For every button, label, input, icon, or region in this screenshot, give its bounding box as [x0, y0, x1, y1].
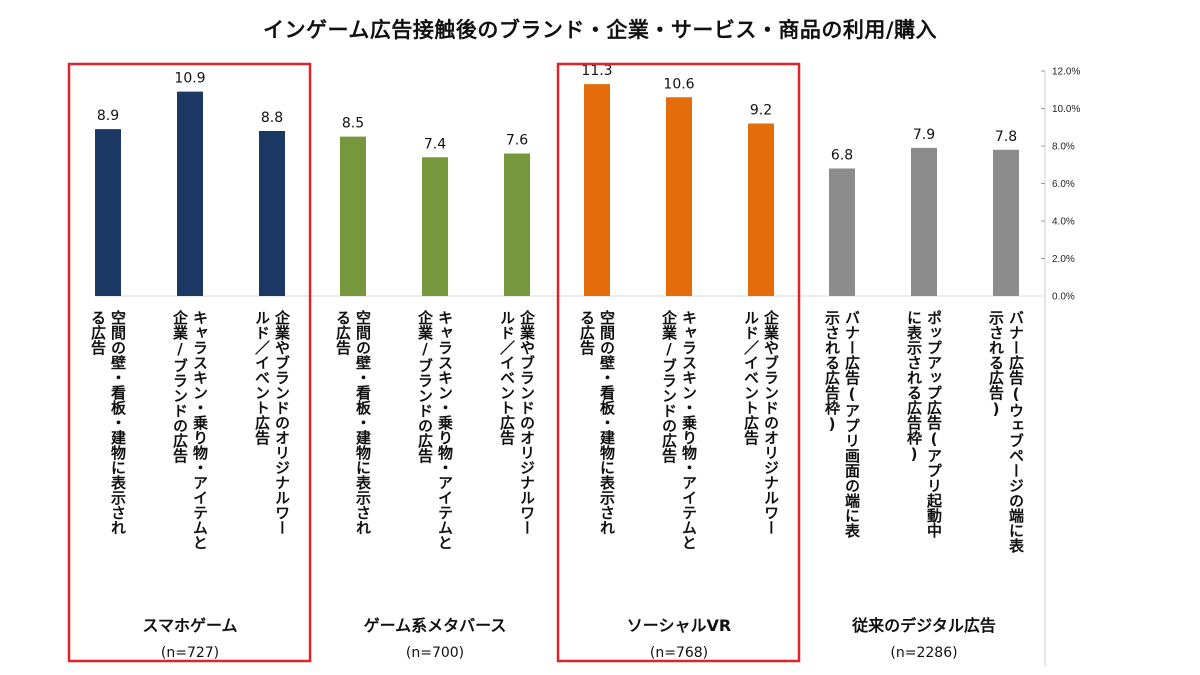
group-label: ゲーム系メタバース: [364, 616, 507, 635]
bar: [748, 123, 774, 296]
bar-value-label: 10.9: [174, 71, 205, 87]
category-label: バナー広告(アプリ画面の端に表: [843, 310, 861, 539]
category-label: 企業/ブランドの広告: [171, 309, 189, 464]
bar-value-label: 7.8: [995, 129, 1017, 145]
y-tick-label: 0.0%: [1052, 292, 1075, 303]
bar: [911, 147, 937, 296]
category-label: キャラスキン・乗り物・アイテムと: [191, 310, 209, 550]
y-tick-label: 4.0%: [1052, 217, 1075, 228]
category-label: ルド／イベント広告: [498, 310, 516, 446]
bar: [584, 84, 610, 296]
category-label: る広告: [334, 310, 352, 356]
bar: [95, 129, 121, 296]
group-sample-size: (n=700): [406, 645, 464, 661]
bar: [666, 97, 692, 296]
y-tick-label: 6.0%: [1052, 179, 1075, 190]
bar: [422, 157, 448, 296]
bar-value-label: 10.6: [663, 76, 694, 92]
highlight-frame: [556, 62, 801, 663]
category-label: ポップアップ広告(アプリ起動中: [925, 310, 943, 539]
bar: [993, 149, 1019, 296]
category-label: キャラスキン・乗り物・アイテムと: [436, 310, 454, 550]
bar: [504, 153, 530, 296]
category-label: る広告: [578, 310, 596, 356]
category-label: 企業やブランドのオリジナルワー: [762, 309, 780, 535]
y-tick-label: 12.0%: [1052, 67, 1080, 78]
group-label: スマホゲーム: [142, 616, 237, 635]
category-label: ルド／イベント広告: [253, 310, 271, 446]
category-label: に表示される広告枠): [905, 310, 923, 463]
y-tick-label: 2.0%: [1052, 254, 1075, 265]
category-label: 示される広告): [987, 310, 1005, 418]
y-tick-label: 8.0%: [1052, 142, 1075, 153]
category-label: 企業/ブランドの広告: [660, 309, 678, 464]
bar-value-label: 7.6: [506, 133, 528, 149]
category-label: ルド／イベント広告: [742, 310, 760, 446]
bar: [829, 168, 855, 296]
category-label: る広告: [89, 310, 107, 356]
category-label: 空間の壁・看板・建物に表示され: [109, 309, 127, 535]
bar-value-label: 11.3: [581, 63, 612, 79]
group-sample-size: (n=2286): [890, 645, 957, 661]
bar-value-label: 7.9: [913, 127, 935, 143]
bar-value-label: 8.5: [342, 116, 364, 132]
group-label: ソーシャルVR: [627, 616, 731, 635]
bar-value-label: 7.4: [424, 136, 446, 152]
bar-value-label: 8.9: [97, 108, 119, 124]
group-sample-size: (n=727): [161, 645, 219, 661]
group-sample-size: (n=768): [650, 645, 708, 661]
bar: [340, 136, 366, 296]
category-label: 企業やブランドのオリジナルワー: [518, 309, 536, 535]
category-label: 示される広告枠): [823, 310, 841, 433]
category-label: 空間の壁・看板・建物に表示され: [598, 309, 616, 535]
highlight-frame: [67, 62, 312, 663]
category-label: 企業/ブランドの広告: [416, 309, 434, 464]
bar: [259, 131, 285, 296]
category-label: バナー広告(ウェブページの端に表: [1007, 310, 1025, 554]
group-label: 従来のデジタル広告: [851, 616, 996, 635]
bar-value-label: 9.2: [750, 103, 772, 119]
y-tick-label: 10.0%: [1052, 104, 1080, 115]
bar-value-label: 6.8: [831, 148, 853, 164]
category-label: 空間の壁・看板・建物に表示され: [354, 309, 372, 535]
bar-value-label: 8.8: [261, 110, 283, 126]
category-label: キャラスキン・乗り物・アイテムと: [680, 310, 698, 550]
chart-title: インゲーム広告接触後のブランド・企業・サービス・商品の利用/購入: [262, 18, 938, 42]
bar: [177, 91, 203, 296]
category-label: 企業やブランドのオリジナルワー: [273, 309, 291, 535]
